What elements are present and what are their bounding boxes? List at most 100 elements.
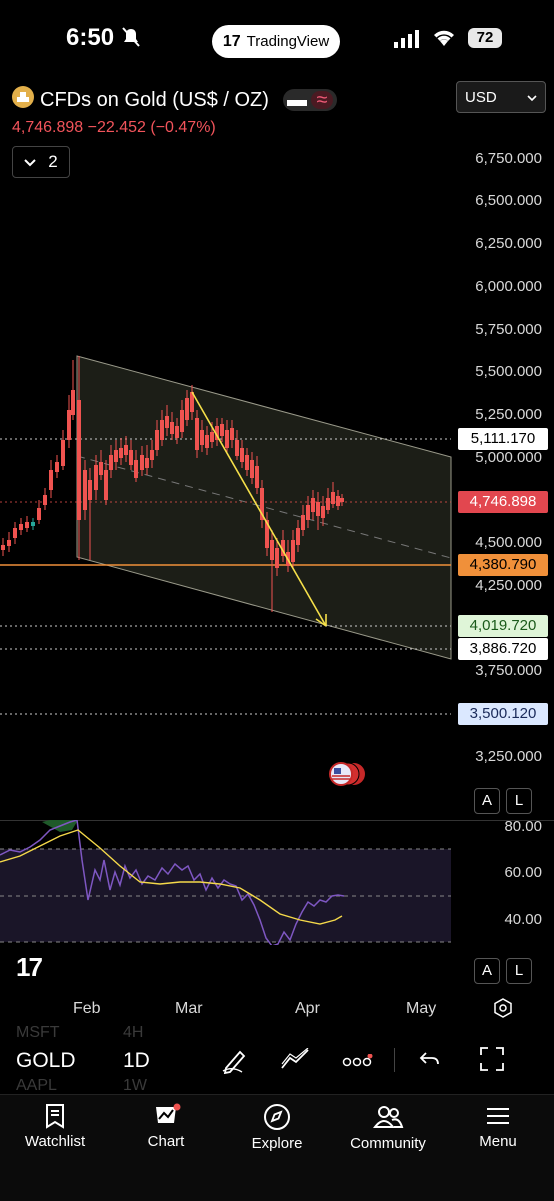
community-icon <box>372 1106 404 1128</box>
log-scale-button[interactable]: L <box>506 788 532 814</box>
candle-body <box>291 540 295 562</box>
candle-body <box>240 448 244 462</box>
candle-body <box>140 455 144 470</box>
ghost-ticker: MSFT <box>16 1024 60 1041</box>
candle-body <box>270 540 274 560</box>
candle-body <box>150 450 154 460</box>
candle-body <box>170 422 174 434</box>
candle-body <box>296 528 300 545</box>
pane-divider[interactable] <box>0 820 554 821</box>
nav-label: Chart <box>147 1133 185 1150</box>
candles <box>1 356 344 612</box>
cellular-signal-icon <box>394 30 420 53</box>
candle-body <box>260 488 264 520</box>
candle-body <box>67 410 71 440</box>
candle-body <box>114 450 118 462</box>
candle-body <box>55 462 59 472</box>
rsi-chart[interactable] <box>0 820 451 945</box>
indicator-count: 2 <box>48 152 58 171</box>
rsi-line <box>0 820 345 945</box>
rsi-axis-label: 60.00 <box>504 864 542 881</box>
watchlist-icon <box>46 1104 64 1129</box>
price-tag-target: 4,019.720 <box>458 615 548 637</box>
price-change-line: 4,746.898 −22.452 (−0.47%) <box>12 119 216 137</box>
candle-body <box>215 426 219 440</box>
rsi-log-scale-button[interactable]: L <box>506 958 532 984</box>
pen-draw-icon[interactable] <box>220 1046 248 1079</box>
nav-community[interactable]: Community <box>343 1103 433 1152</box>
timeframe-picker[interactable]: 1D <box>123 1049 150 1072</box>
candle-body <box>160 420 164 440</box>
symbol-picker[interactable]: GOLD <box>16 1049 76 1072</box>
nav-explore[interactable]: Explore <box>232 1103 322 1152</box>
candle-body <box>316 502 320 516</box>
ghost-timeframe: 1W <box>123 1077 147 1094</box>
candle-body <box>129 450 133 465</box>
chevron-down-icon <box>24 152 36 172</box>
candle-body <box>306 505 310 520</box>
arrow-head <box>315 614 327 627</box>
candle-body <box>7 540 11 546</box>
mute-bell-icon <box>122 27 140 52</box>
candle-body <box>77 400 81 520</box>
indicators-collapse-button[interactable]: 2 <box>12 146 70 178</box>
axis-label: 6,750.000 <box>475 150 542 167</box>
candle-body <box>235 440 239 456</box>
gold-bars-icon <box>12 86 34 114</box>
candle-body <box>225 430 229 448</box>
fullscreen-icon[interactable] <box>479 1046 505 1077</box>
axis-label: 5,500.000 <box>475 363 542 380</box>
candle-body <box>301 515 305 530</box>
nav-menu[interactable]: Menu <box>453 1103 543 1150</box>
economic-events-icon[interactable] <box>328 761 368 792</box>
projection-arrow <box>191 391 327 627</box>
time-axis-label: May <box>406 1000 437 1017</box>
candle-body <box>185 398 189 420</box>
candle-body <box>200 430 204 445</box>
nav-chart[interactable]: Chart <box>121 1103 211 1150</box>
more-tools-icon[interactable] <box>342 1053 374 1073</box>
price-chart[interactable] <box>0 120 554 820</box>
rsi-axis-label: 40.00 <box>504 911 542 928</box>
nav-watchlist[interactable]: Watchlist <box>10 1103 100 1150</box>
ghost-ticker: AAPL <box>16 1077 57 1094</box>
currency-value: USD <box>465 88 497 106</box>
currency-select[interactable]: USD <box>456 81 546 113</box>
candle-body <box>19 524 23 530</box>
price-tag-level: 3,500.120 <box>458 703 548 725</box>
candle-body <box>195 418 199 450</box>
rsi-ma-line <box>0 829 343 925</box>
candle-body <box>281 540 285 556</box>
toolbar-divider <box>394 1048 395 1072</box>
candle-body <box>190 392 194 412</box>
change-abs: −22.452 <box>87 119 146 136</box>
rsi-auto-scale-button[interactable]: A <box>474 958 500 984</box>
candle-body <box>49 470 53 490</box>
hamburger-icon <box>487 1108 509 1124</box>
candle-body <box>104 470 108 500</box>
time-axis-label: Mar <box>175 1000 203 1017</box>
chart-settings-icon[interactable] <box>492 997 514 1024</box>
undo-icon[interactable] <box>418 1050 440 1073</box>
candle-body <box>210 432 214 442</box>
compass-icon <box>264 1104 290 1130</box>
tradingview-pill[interactable]: 17 TradingView <box>212 25 340 58</box>
candle-body <box>336 496 340 506</box>
compare-toggle[interactable]: ▬ ≈ <box>282 89 337 111</box>
nav-label: Menu <box>479 1133 517 1150</box>
last-price: 4,746.898 <box>12 119 84 136</box>
candle-body <box>265 520 269 548</box>
tradingview-logo-icon: 17 <box>222 32 241 50</box>
auto-scale-button[interactable]: A <box>474 788 500 814</box>
candle-body <box>109 455 113 470</box>
time-axis-label: Feb <box>73 1000 101 1017</box>
candle-body <box>255 466 259 488</box>
candle-body <box>275 548 279 568</box>
ghost-timeframe: 4H <box>123 1024 144 1041</box>
candle-body <box>43 495 47 505</box>
symbol-header[interactable]: CFDs on Gold (US$ / OZ) ▬ ≈ <box>12 86 337 114</box>
candle-body <box>220 424 224 436</box>
trend-tools-icon[interactable] <box>280 1047 312 1075</box>
axis-label: 6,500.000 <box>475 192 542 209</box>
candle-body <box>245 455 249 470</box>
